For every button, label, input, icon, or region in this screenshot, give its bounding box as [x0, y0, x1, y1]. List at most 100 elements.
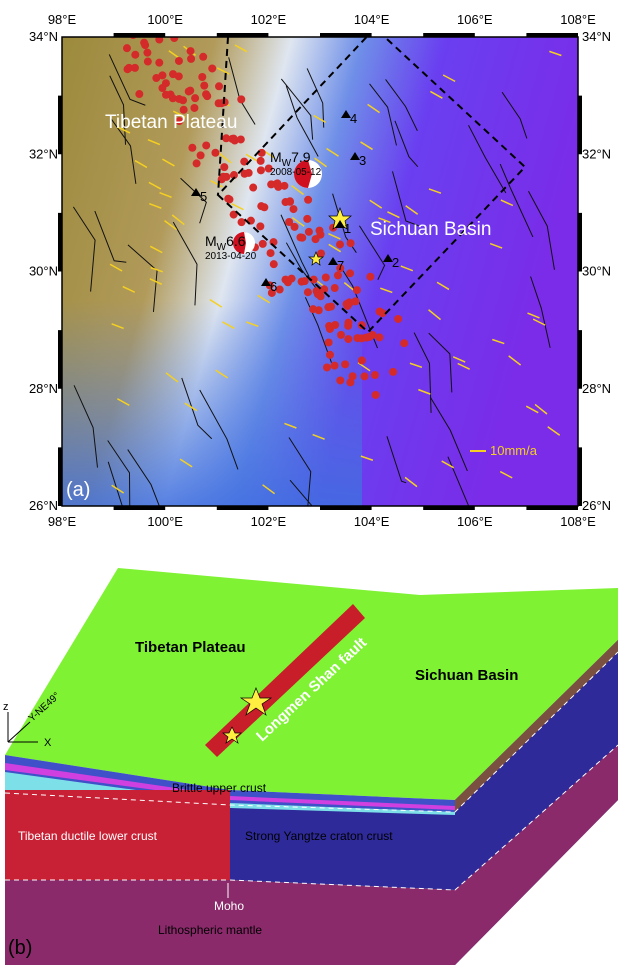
x-tick-label: 100°E	[147, 514, 183, 529]
layer-label: Tibetan ductile lower crust	[18, 829, 158, 843]
layer-label: Moho	[214, 899, 244, 913]
region-label: Tibetan Plateau	[105, 112, 237, 133]
earthquake	[135, 90, 143, 98]
y-tick-label: 32°N	[582, 146, 611, 161]
x-tick-label: 102°E	[251, 12, 287, 27]
earthquake	[237, 135, 245, 143]
axis-label: X	[44, 737, 52, 749]
earthquake	[140, 39, 148, 47]
y-tick-label: 28°N	[29, 381, 58, 396]
earthquake	[304, 288, 312, 296]
earthquake	[143, 49, 151, 57]
earthquake	[202, 141, 210, 149]
magnitude-symbol: M	[270, 149, 282, 165]
earthquake	[322, 273, 330, 281]
earthquake	[325, 338, 333, 346]
x-tick-label: 104°E	[354, 12, 390, 27]
frame-bar	[58, 447, 62, 506]
earthquake	[188, 144, 196, 152]
earthquake	[260, 203, 268, 211]
earthquake	[249, 184, 257, 192]
frame-bar	[58, 96, 62, 155]
earthquake	[344, 335, 352, 343]
magnitude: 7.9	[291, 149, 311, 165]
craton-crust	[230, 808, 455, 890]
station-label: 1	[344, 221, 351, 236]
frame-bar	[423, 506, 475, 510]
earthquake	[131, 64, 139, 72]
earthquake	[346, 378, 354, 386]
frame-bar	[58, 213, 62, 272]
earthquake	[220, 163, 228, 171]
earthquake	[270, 260, 278, 268]
earthquake	[336, 376, 344, 384]
frame-bar	[217, 506, 269, 510]
region-label: Sichuan Basin	[370, 219, 491, 240]
panel-label: (a)	[66, 479, 90, 501]
earthquake	[158, 71, 166, 79]
figure: 98°E98°E100°E100°E102°E102°E104°E104°E10…	[0, 0, 623, 977]
earthquake	[305, 228, 313, 236]
earthquake	[138, 21, 146, 29]
earthquake	[162, 91, 170, 99]
x-tick-label: 108°E	[560, 12, 596, 27]
earthquake	[361, 372, 369, 380]
page: {"panel_a": {"label": "(a)", "x_ticks": …	[0, 0, 623, 977]
earthquake	[317, 249, 325, 257]
earthquake	[324, 303, 332, 311]
x-tick-label: 100°E	[147, 12, 183, 27]
y-tick-label: 32°N	[29, 146, 58, 161]
earthquake	[286, 197, 294, 205]
earthquake	[284, 278, 292, 286]
earthquake	[314, 290, 322, 298]
earthquake	[369, 331, 377, 339]
earthquake	[389, 368, 397, 376]
x-tick-label: 106°E	[457, 514, 493, 529]
earthquake	[208, 64, 216, 72]
frame-bar	[217, 33, 269, 37]
earthquake	[190, 104, 198, 112]
earthquake	[187, 55, 195, 63]
earthquake	[353, 286, 361, 294]
earthquake	[215, 82, 223, 90]
earthquake	[344, 302, 352, 310]
earthquake	[187, 47, 195, 55]
earthquake	[257, 166, 265, 174]
frame-bar	[58, 330, 62, 389]
earthquake	[124, 65, 132, 73]
frame-bar	[114, 33, 166, 37]
earthquake	[298, 234, 306, 242]
earthquake	[191, 94, 199, 102]
earthquake	[280, 182, 288, 190]
frame-bar	[320, 506, 372, 510]
earthquake	[344, 322, 352, 330]
earthquake	[337, 331, 345, 339]
earthquake	[289, 205, 297, 213]
earthquake	[259, 240, 267, 248]
earthquake	[123, 44, 131, 52]
station-label: 7	[337, 258, 344, 273]
earthquake	[131, 51, 139, 59]
y-tick-label: 30°N	[582, 264, 611, 279]
earthquake	[225, 195, 233, 203]
event-date: 2013-04-20	[205, 251, 257, 262]
earthquake	[170, 34, 178, 42]
earthquake	[197, 151, 205, 159]
earthquake	[158, 84, 166, 92]
earthquake	[366, 273, 374, 281]
earthquake	[326, 325, 334, 333]
earthquake	[375, 333, 383, 341]
x-tick-label: 98°E	[48, 514, 77, 529]
frame-bar	[423, 33, 475, 37]
earthquake	[186, 87, 194, 95]
frame-bar	[320, 33, 372, 37]
frame-bar	[526, 506, 578, 510]
earthquake	[200, 82, 208, 90]
earthquake	[193, 159, 201, 167]
axis-label: z	[3, 701, 9, 713]
y-tick-label: 26°N	[29, 498, 58, 513]
y-tick-label: 34°N	[582, 29, 611, 44]
earthquake	[175, 57, 183, 65]
earthquake	[301, 277, 309, 285]
x-tick-label: 104°E	[354, 514, 390, 529]
